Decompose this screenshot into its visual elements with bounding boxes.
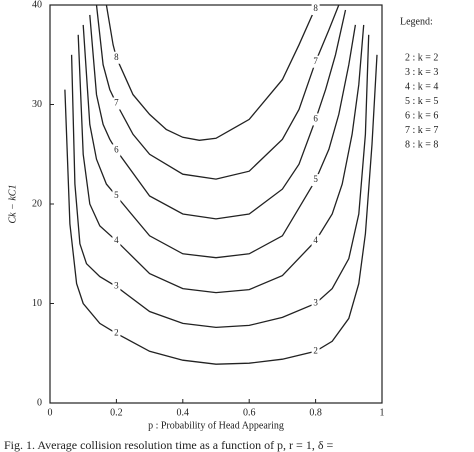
x-axis-label: p : Probability of Head Appearing <box>148 420 284 431</box>
legend-title: Legend: <box>400 16 433 27</box>
curve-label: 5 <box>114 190 119 200</box>
legend-entry: 5 : k = 5 <box>405 96 438 107</box>
caption: Fig. 1. Average collision resolution tim… <box>4 438 333 452</box>
curve <box>77 24 365 294</box>
y-axis-label: Ck − kC1 <box>7 185 18 224</box>
x-tick-label: 0.2 <box>110 407 123 418</box>
legend-entry: 3 : k = 3 <box>405 67 438 78</box>
curve-label: 6 <box>114 144 119 154</box>
legend-entry: 2 : k = 2 <box>405 52 438 63</box>
y-tick-label: 20 <box>32 198 42 209</box>
curve-label: 7 <box>114 98 119 108</box>
x-tick-label: 0.8 <box>309 407 322 418</box>
curve <box>64 54 378 365</box>
curve <box>70 34 370 329</box>
curve-label: 3 <box>114 281 119 291</box>
curve-label-bg <box>112 144 121 157</box>
curve-label-bg <box>311 234 320 247</box>
curve <box>82 24 357 259</box>
curve-label: 3 <box>313 298 318 308</box>
curve-label: 2 <box>114 327 119 337</box>
y-tick-label: 0 <box>37 397 42 408</box>
curve-label-bg <box>311 174 320 187</box>
curve-label: 8 <box>114 52 119 62</box>
curve-label-bg <box>112 190 121 203</box>
legend-entry: 7 : k = 7 <box>405 125 438 136</box>
curve-label-bg <box>112 234 121 247</box>
curve-label: 4 <box>114 235 119 245</box>
y-tick-label: 10 <box>32 298 42 309</box>
x-tick-label: 0.6 <box>243 407 256 418</box>
curve <box>105 4 317 141</box>
curve-label-bg <box>311 55 320 68</box>
curve-label: 4 <box>313 235 318 245</box>
x-tick-label: 0.4 <box>177 407 190 418</box>
legend-entry: 8 : k = 8 <box>405 139 438 150</box>
curve-label: 8 <box>313 3 318 13</box>
curve-label-bg <box>112 51 121 64</box>
x-tick-label: 1 <box>380 407 385 418</box>
curve-label: 6 <box>313 113 318 123</box>
curve-label-bg <box>311 113 320 126</box>
curve-label: 5 <box>313 174 318 184</box>
legend-entry: 4 : k = 4 <box>405 81 438 92</box>
y-tick-label: 40 <box>32 0 42 10</box>
curve-label-bg <box>311 345 320 358</box>
curve-label-bg <box>112 97 121 110</box>
curve <box>95 4 340 180</box>
curve-label: 2 <box>313 345 318 355</box>
curve-label-bg <box>311 297 320 310</box>
curve-label-bg <box>112 327 121 340</box>
curve-label-bg <box>112 280 121 293</box>
legend-entry: 6 : k = 6 <box>405 110 438 121</box>
x-tick-label: 0 <box>48 407 53 418</box>
curve <box>89 9 347 220</box>
curve-label: 7 <box>313 56 318 66</box>
y-tick-label: 30 <box>32 99 42 110</box>
curve-label-bg <box>311 3 320 15</box>
